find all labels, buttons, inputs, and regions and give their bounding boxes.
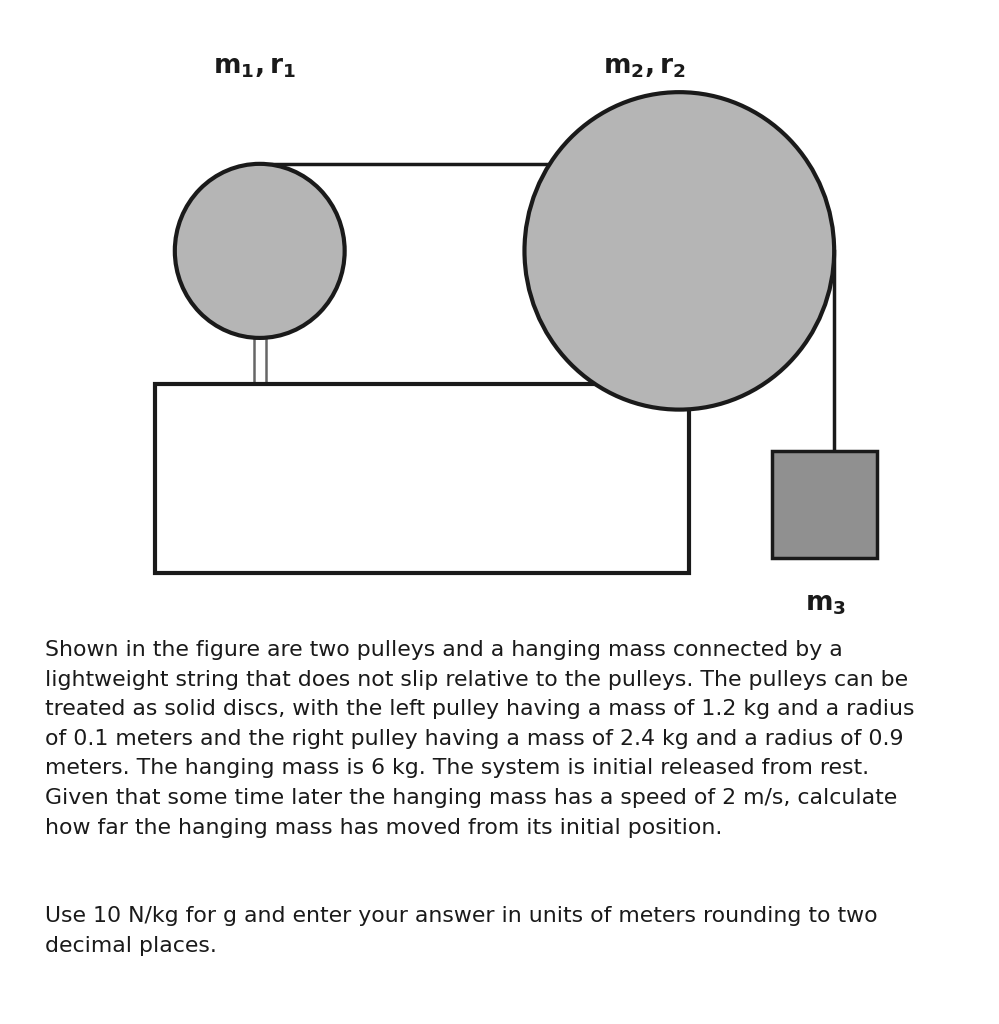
Circle shape (175, 164, 345, 338)
Text: $\mathbf{m_2, r_2}$: $\mathbf{m_2, r_2}$ (602, 53, 686, 80)
Text: Shown in the figure are two pulleys and a hanging mass connected by a
lightweigh: Shown in the figure are two pulleys and … (45, 640, 914, 838)
Text: $\mathbf{m_1, r_1}$: $\mathbf{m_1, r_1}$ (213, 53, 297, 80)
Text: $\mathbf{m_3}$: $\mathbf{m_3}$ (804, 591, 846, 617)
Text: Use 10 N/kg for g and enter your answer in units of meters rounding to two
decim: Use 10 N/kg for g and enter your answer … (45, 906, 877, 955)
Bar (771, 451, 877, 558)
Bar (155, 384, 689, 573)
Circle shape (524, 92, 834, 410)
